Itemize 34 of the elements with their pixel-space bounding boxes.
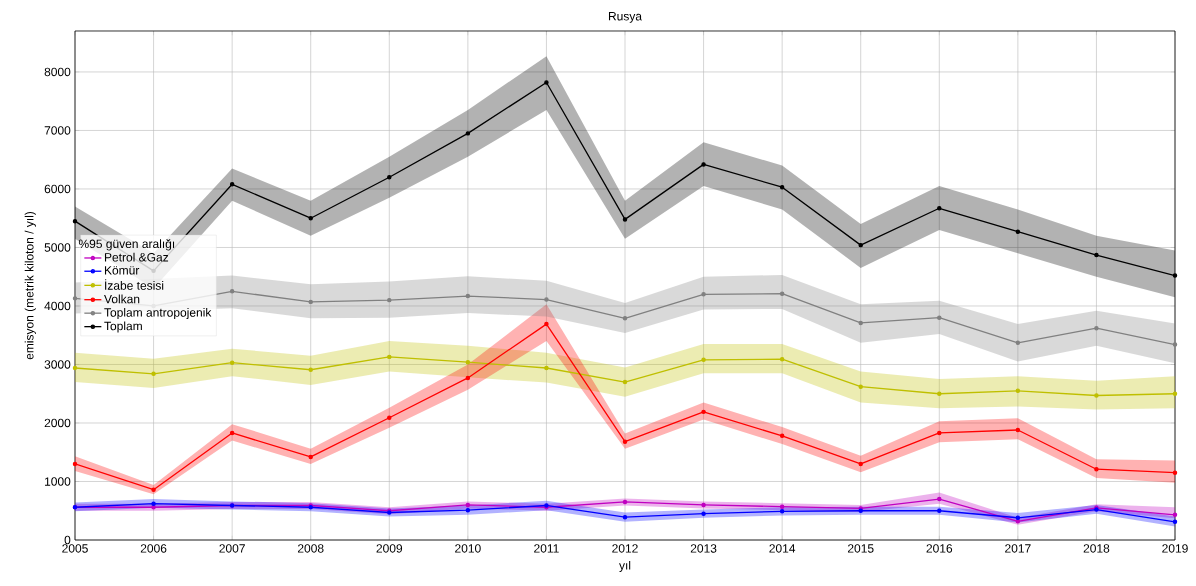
x-tick-label: 2018 [1083, 544, 1110, 553]
legend-title: %95 güven aralığı [78, 239, 175, 251]
y-tick-label: 3000 [44, 360, 71, 369]
y-tick-label: 0 [64, 535, 71, 545]
legend-label: Toplam antropojenik [104, 307, 212, 320]
x-tick-label: 2010 [455, 544, 481, 553]
x-tick-label: 2014 [769, 544, 796, 553]
x-tick-label: 2015 [847, 544, 874, 553]
x-tick-label: 2006 [140, 544, 167, 553]
legend-label: Volkan [104, 294, 140, 304]
chart-title: Rusya [608, 12, 642, 23]
legend-label: Toplam [104, 321, 142, 333]
legend-label: Kömür [104, 266, 140, 275]
x-tick-label: 2016 [926, 544, 953, 553]
y-tick-label: 7000 [44, 126, 71, 135]
y-tick-label: 6000 [44, 184, 71, 194]
x-tick-label: 2005 [62, 544, 88, 553]
x-tick-label: 2013 [690, 544, 717, 553]
x-tick-label: 2017 [1005, 544, 1031, 553]
x-tick-label: 2011 [534, 544, 559, 553]
x-tick-label: 2019 [1162, 544, 1188, 553]
legend-label: İzabe tesisi [105, 279, 164, 290]
x-tick-label: 2009 [376, 544, 403, 553]
y-tick-label: 4000 [44, 301, 71, 311]
y-tick-label: 8000 [44, 67, 71, 77]
x-tick-label: 2008 [297, 544, 324, 553]
y-tick-label: 5000 [44, 243, 71, 252]
y-axis-title: emisyon (metrik kiloton / yıl) [24, 211, 36, 360]
y-tick-label: 1000 [45, 477, 71, 486]
x-tick-label: 2012 [612, 544, 638, 553]
legend-label: Petrol &Gaz [104, 252, 169, 262]
x-tick-label: 2007 [219, 544, 245, 553]
x-axis-title: yıl [619, 560, 631, 573]
y-tick-label: 2000 [44, 418, 71, 428]
